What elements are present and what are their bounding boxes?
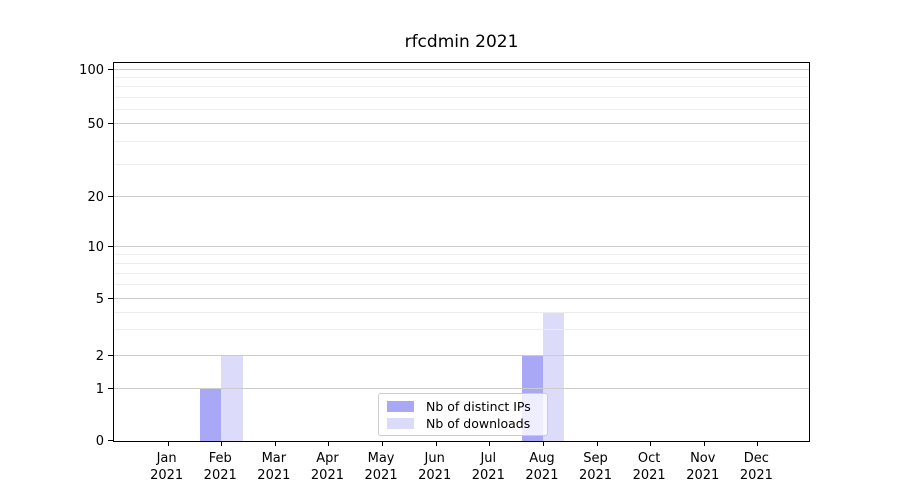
- y-tick: [108, 68, 113, 70]
- y-tick: [108, 354, 113, 356]
- y-tick: [108, 196, 113, 198]
- y-gridline-major: [114, 388, 809, 390]
- y-tick: [108, 297, 113, 299]
- y-tick-label: 0: [95, 434, 104, 449]
- y-tick-label: 100: [79, 62, 104, 78]
- legend-swatch-downloads: [387, 418, 414, 429]
- x-tick-label: May 2021: [364, 451, 398, 483]
- legend-item-downloads: Nb of downloads: [387, 416, 539, 431]
- plot-area: [108, 62, 810, 446]
- y-tick: [108, 246, 113, 248]
- y-gridline-minor: [114, 140, 809, 142]
- y-gridline-minor: [114, 163, 809, 165]
- y-gridline-major: [114, 68, 809, 70]
- y-tick-label: 50: [87, 117, 104, 132]
- bar-downloads-feb: [221, 355, 243, 441]
- y-tick-label: 10: [87, 240, 104, 255]
- chart-title: rfcdmin 2021: [404, 32, 519, 52]
- y-tick-label: 2: [95, 348, 104, 364]
- x-tick: [596, 442, 598, 446]
- x-tick: [328, 442, 330, 446]
- legend: Nb of distinct IPs Nb of downloads: [378, 393, 548, 436]
- legend-swatch-distinct-ips: [387, 401, 414, 412]
- y-gridline-major: [114, 297, 809, 299]
- x-tick: [435, 442, 437, 446]
- y-gridline-minor: [114, 108, 809, 110]
- x-tick-label: Feb 2021: [203, 451, 237, 483]
- y-gridline-minor: [114, 329, 809, 331]
- x-tick: [542, 442, 544, 446]
- legend-label-distinct-ips: Nb of distinct IPs: [426, 399, 531, 414]
- x-tick-label: Sep 2021: [578, 451, 613, 483]
- y-tick: [108, 123, 113, 125]
- y-gridline-minor: [114, 272, 809, 274]
- y-tick: [108, 388, 113, 390]
- y-gridline-minor: [114, 96, 809, 98]
- x-tick-label: Mar 2021: [257, 451, 291, 483]
- x-tick: [650, 442, 652, 446]
- x-tick: [274, 442, 276, 446]
- x-tick-label: Apr 2021: [310, 451, 344, 483]
- x-tick-label: Aug 2021: [525, 451, 559, 483]
- bar-downloads-aug: [542, 312, 565, 441]
- x-tick-label: Nov 2021: [686, 451, 720, 483]
- y-gridline-major: [114, 354, 809, 356]
- y-gridline-minor: [114, 76, 809, 78]
- y-gridline-minor: [114, 311, 809, 313]
- y-gridline-major: [114, 196, 809, 198]
- y-gridline-minor: [114, 253, 809, 255]
- x-tick: [382, 442, 384, 446]
- y-gridline-minor: [114, 284, 809, 286]
- legend-item-distinct-ips: Nb of distinct IPs: [387, 399, 539, 414]
- x-tick-label: Oct 2021: [632, 451, 666, 483]
- x-tick: [489, 442, 491, 446]
- y-tick-label: 20: [87, 190, 104, 205]
- bar-distinct-ips-feb: [199, 389, 222, 441]
- y-tick: [108, 440, 113, 441]
- y-gridline-major: [114, 123, 809, 125]
- y-tick-label: 5: [95, 291, 104, 307]
- x-tick: [703, 442, 705, 446]
- x-tick: [757, 442, 759, 446]
- legend-label-downloads: Nb of downloads: [426, 416, 531, 431]
- x-tick-label: Dec 2021: [739, 451, 773, 483]
- x-tick-label: Jan 2021: [150, 451, 184, 483]
- y-gridline-minor: [114, 86, 809, 88]
- x-tick-label: Jun 2021: [418, 451, 452, 483]
- y-tick-label: 1: [95, 382, 104, 398]
- y-gridline-minor: [114, 262, 809, 264]
- y-gridline-major: [114, 246, 809, 248]
- x-tick: [167, 442, 169, 446]
- x-tick: [221, 442, 223, 446]
- x-tick-label: Jul 2021: [471, 451, 505, 483]
